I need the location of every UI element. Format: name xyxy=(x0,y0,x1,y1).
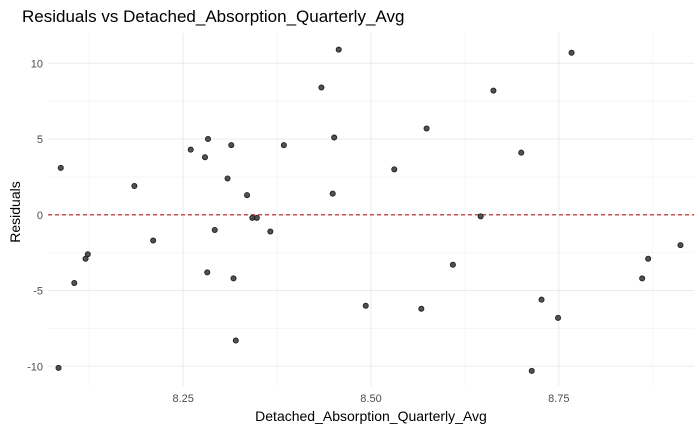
data-point-26 xyxy=(391,166,398,173)
data-point-33 xyxy=(528,367,535,374)
data-point-20 xyxy=(280,142,287,149)
y-axis-title: Residuals xyxy=(7,181,23,242)
data-point-39 xyxy=(677,242,684,249)
data-point-36 xyxy=(568,49,575,56)
y-tick-label-2: 0 xyxy=(37,210,43,222)
data-point-18 xyxy=(253,214,260,221)
grid xyxy=(48,33,694,386)
data-point-23 xyxy=(331,134,338,141)
data-point-32 xyxy=(518,149,525,156)
data-point-11 xyxy=(211,226,218,233)
data-point-27 xyxy=(418,305,425,312)
y-tick-label-1: -5 xyxy=(33,286,43,298)
data-point-29 xyxy=(449,261,456,268)
chart-title: Residuals vs Detached_Absorption_Quarter… xyxy=(22,7,404,26)
data-point-31 xyxy=(490,87,497,94)
data-point-10 xyxy=(204,269,211,276)
data-point-28 xyxy=(423,125,430,132)
data-point-7 xyxy=(187,146,194,153)
x-tick-label-1: 8.50 xyxy=(360,393,381,405)
data-point-30 xyxy=(477,213,484,220)
data-point-9 xyxy=(204,136,211,143)
x-axis-title: Detached_Absorption_Quarterly_Avg xyxy=(255,408,487,424)
data-point-15 xyxy=(232,337,239,344)
data-point-22 xyxy=(329,190,336,197)
data-point-2 xyxy=(71,279,78,286)
data-point-16 xyxy=(244,192,251,199)
x-tick-label-2: 8.75 xyxy=(548,393,569,405)
data-point-4 xyxy=(84,251,91,258)
y-tick-label-4: 10 xyxy=(31,58,43,70)
data-point-35 xyxy=(555,314,562,321)
data-point-0 xyxy=(57,164,64,171)
data-point-12 xyxy=(224,175,231,182)
data-point-21 xyxy=(318,84,325,91)
data-point-1 xyxy=(55,364,62,371)
data-point-24 xyxy=(335,46,342,53)
x-tick-label-0: 8.25 xyxy=(172,393,193,405)
data-point-37 xyxy=(639,275,646,282)
y-tick-label-3: 5 xyxy=(37,134,43,146)
tick-labels: 8.25 8.50 8.75 -10 -5 0 5 10 xyxy=(27,58,569,405)
y-tick-label-0: -10 xyxy=(27,361,43,373)
points-layer xyxy=(55,46,684,374)
data-point-14 xyxy=(230,275,237,282)
data-point-19 xyxy=(267,228,274,235)
data-point-34 xyxy=(538,296,545,303)
data-point-38 xyxy=(645,255,652,262)
data-point-25 xyxy=(362,302,369,309)
data-point-5 xyxy=(131,183,138,190)
data-point-8 xyxy=(201,154,208,161)
data-point-6 xyxy=(150,237,157,244)
data-point-13 xyxy=(228,142,235,149)
